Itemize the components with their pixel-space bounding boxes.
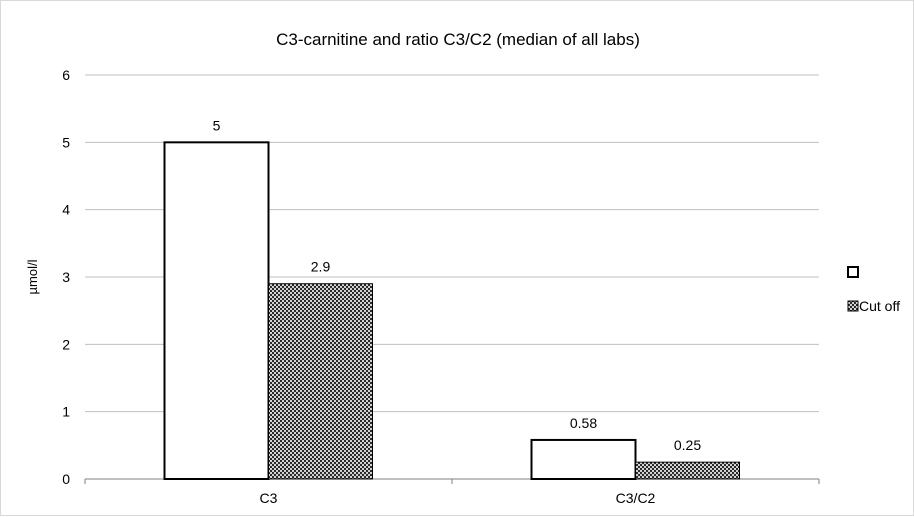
y-tick-label: 2 [62, 336, 70, 352]
legend-label-cut-off: Cut off [859, 298, 900, 314]
y-tick-label: 5 [62, 134, 70, 150]
chart-title: C3-carnitine and ratio C3/C2 (median of … [276, 30, 640, 49]
legend-swatch-cut-off [847, 300, 859, 312]
bars [163, 141, 740, 480]
data-label-cut-off: 2.9 [311, 259, 331, 275]
y-tick-label: 0 [62, 471, 70, 487]
x-category-label: C3 [260, 490, 278, 506]
data-label-cut-off: 0.25 [674, 437, 701, 453]
data-label-series-1: 0.58 [570, 415, 597, 431]
y-axis-title: µmol/l [25, 259, 40, 294]
bar-series-1 [163, 141, 270, 480]
legend-swatch-series-1 [847, 266, 859, 278]
data-label-series-1: 5 [213, 117, 221, 133]
bar-cut-off [268, 283, 373, 480]
y-tick-label: 6 [62, 67, 70, 83]
bar-cut-off [635, 461, 740, 480]
x-category-label: C3/C2 [616, 490, 656, 506]
y-tick-label: 4 [62, 202, 70, 218]
legend: Cut off [847, 266, 900, 314]
data-labels: 5 2.9 0.58 0.25 [213, 117, 702, 453]
bar-series-1 [530, 438, 637, 480]
y-tick-label: 1 [62, 404, 70, 420]
y-tick-label: 3 [62, 269, 70, 285]
